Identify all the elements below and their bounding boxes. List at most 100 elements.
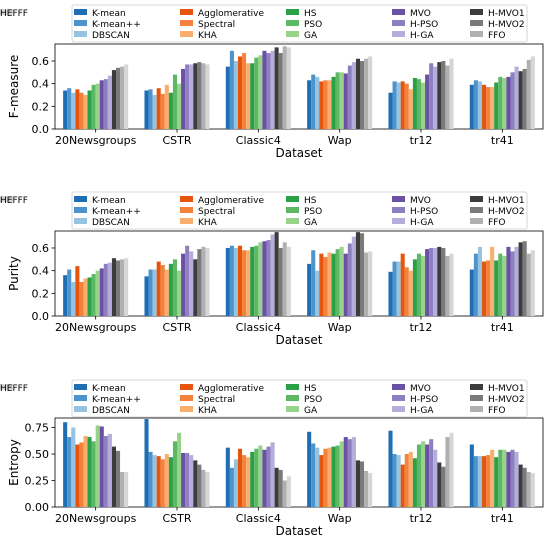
- bar-dbscan-tr41: [477, 81, 482, 129]
- bar-mvo-tr12: [425, 444, 430, 507]
- bar-dbscan-cstr: [152, 269, 157, 316]
- bar-hs-tr41: [494, 260, 499, 316]
- bar-hs-cstr: [168, 92, 173, 129]
- legend-label: H-MVO2: [488, 20, 525, 30]
- legend-label: H-MVO1: [488, 196, 525, 206]
- bar-dbscan-cstr: [152, 95, 157, 129]
- bar-agglomerative-20newsgroups: [75, 89, 80, 129]
- bar-h-pso-classic4: [266, 446, 271, 507]
- x-tick-label: Classic4: [236, 321, 281, 334]
- chart-panel-3: 0.00 0.25 0.50 0.75 20Newsgroups CSTR Classic4…: [0, 379, 544, 538]
- bar-hs-tr12: [412, 458, 417, 507]
- bar-dbscan-20newsgroups: [71, 282, 76, 316]
- bar-ffo-classic4: [282, 242, 287, 316]
- bar-dbscan-tr12: [396, 261, 401, 316]
- bar-k-mean-tr41: [469, 269, 474, 316]
- legend-swatch: [74, 207, 87, 213]
- legend-label: Spectral: [198, 395, 235, 405]
- bar-pso-wap: [335, 445, 340, 507]
- bar-dbscan-wap: [315, 270, 320, 316]
- bar-h-mvo2-20newsgroups: [116, 260, 121, 316]
- legend-label: HS: [304, 384, 317, 394]
- bar-kha-classic4: [246, 457, 251, 507]
- bar-ffo-wap: [364, 470, 369, 507]
- bar-hs-wap: [331, 446, 336, 507]
- bar-h-mvo2-wap: [360, 233, 365, 316]
- bar-h-ga-wap: [351, 437, 356, 507]
- bar-hs-tr12: [412, 259, 417, 316]
- legend-label: DBSCAN: [92, 218, 130, 228]
- bar-pso-cstr: [172, 259, 177, 316]
- bar-h-mvo2-tr12: [441, 248, 446, 316]
- bar-h-ga-tr41: [514, 66, 519, 129]
- legend-swatch: [180, 218, 193, 224]
- legend-label: K-mean++: [92, 20, 141, 30]
- bar-ga-cstr: [177, 83, 182, 129]
- bar-kha-cstr: [164, 269, 169, 316]
- bar-agglomerative-tr41: [482, 261, 487, 316]
- bar-ffo-classic4: [282, 480, 287, 507]
- legend-swatch: [392, 406, 405, 412]
- bar-spectral-wap: [323, 448, 328, 507]
- bar-h-pso-classic4: [266, 240, 271, 316]
- bar-h-mvo2-wap: [360, 61, 365, 129]
- bar-mvo-classic4: [262, 241, 267, 316]
- bar-hefff-20newsgroups: [124, 258, 129, 316]
- bar-h-mvo1-tr41: [518, 242, 523, 316]
- bar-agglomerative-20newsgroups: [75, 444, 80, 507]
- bar-h-ga-cstr: [189, 251, 194, 316]
- bar-h-ga-tr12: [433, 66, 438, 129]
- bar-h-mvo1-cstr: [193, 259, 198, 316]
- bar-dbscan-wap: [315, 447, 320, 507]
- bar-k-mean--wap: [311, 250, 316, 316]
- bar-pso-tr12: [416, 79, 421, 129]
- bar-hs-cstr: [168, 457, 173, 507]
- legend-swatch: [74, 218, 87, 224]
- legend-label: H-GA: [410, 31, 434, 41]
- bar-ffo-cstr: [201, 246, 206, 316]
- bar-ga-cstr: [177, 270, 182, 316]
- legend-label: H-MVO1: [488, 384, 525, 394]
- x-tick-label: tr12: [410, 512, 433, 525]
- bar-h-pso-20newsgroups: [103, 79, 108, 129]
- legend-label: KHA: [198, 31, 218, 41]
- bar-ga-classic4: [258, 55, 263, 129]
- bar-agglomerative-cstr: [156, 88, 161, 129]
- legend-swatch: [470, 218, 483, 224]
- bar-pso-tr12: [416, 444, 421, 507]
- legend-label: HS: [304, 196, 317, 206]
- legend-swatch: [392, 218, 405, 224]
- bar-h-mvo1-cstr: [193, 460, 198, 507]
- bar-hs-wap: [331, 76, 336, 129]
- bar-spectral-classic4: [242, 455, 247, 507]
- bar-k-mean--classic4: [229, 50, 234, 129]
- bar-h-mvo1-wap: [355, 232, 360, 316]
- bar-agglomerative-20newsgroups: [75, 266, 80, 316]
- legend-label: GA: [304, 406, 318, 416]
- bar-dbscan-20newsgroups: [71, 427, 76, 507]
- bar-spectral-classic4: [242, 53, 247, 129]
- axes-frame: [54, 417, 544, 508]
- bar-spectral-cstr: [160, 93, 165, 129]
- bar-ffo-tr41: [526, 253, 531, 316]
- bar-k-mean-cstr: [144, 419, 149, 507]
- bar-hs-tr12: [412, 78, 417, 129]
- bar-ffo-tr41: [526, 472, 531, 507]
- bar-ga-tr12: [421, 441, 426, 507]
- bar-h-pso-cstr: [185, 245, 190, 316]
- bar-kha-classic4: [246, 63, 251, 129]
- bar-hefff-cstr: [205, 64, 210, 129]
- bar-h-ga-cstr: [189, 64, 194, 129]
- axes-frame: [54, 230, 544, 317]
- legend-swatch: [392, 20, 405, 26]
- bar-pso-tr12: [416, 253, 421, 316]
- bar-h-pso-wap: [347, 243, 352, 316]
- bar-hs-20newsgroups: [87, 90, 92, 129]
- axes-frame: [54, 43, 544, 130]
- bar-hs-20newsgroups: [87, 277, 92, 316]
- bar-h-mvo2-classic4: [278, 248, 283, 316]
- bar-h-pso-20newsgroups: [103, 436, 108, 507]
- bar-hefff-tr41: [530, 56, 535, 129]
- legend-label: K-mean: [92, 9, 126, 19]
- bar-h-mvo2-tr41: [522, 467, 527, 507]
